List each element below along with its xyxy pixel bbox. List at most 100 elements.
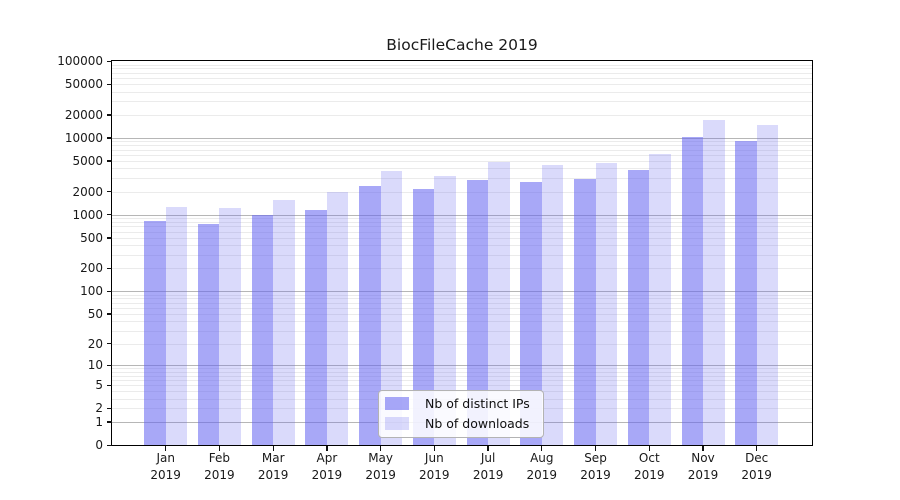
gridline-minor	[112, 237, 812, 239]
x-tick-mark	[702, 446, 704, 451]
gridline-minor	[112, 321, 812, 323]
y-tick-mark	[107, 290, 112, 292]
y-tick-mark	[107, 444, 112, 446]
x-tick-label-dec: Dec 2019	[741, 451, 772, 482]
x-tick-label-jan: Jan 2019	[150, 451, 181, 482]
bar-ips-oct	[627, 170, 650, 445]
legend-item-distinct-ips: Nb of distinct IPs	[385, 396, 530, 411]
bar-ips-nov	[681, 136, 703, 445]
legend-swatch-ips-icon	[385, 397, 409, 410]
y-tick-label: 100	[80, 284, 103, 299]
y-tick-mark	[107, 214, 112, 216]
y-tick-label: 10000	[64, 130, 103, 145]
y-tick-mark	[107, 114, 112, 116]
y-tick-label: 50	[87, 306, 103, 321]
gridline-minor	[112, 68, 812, 70]
bar-ips-dec	[735, 141, 757, 445]
y-tick-mark	[107, 137, 112, 139]
gridline-minor	[112, 385, 812, 387]
gridline-major	[112, 214, 812, 216]
gridline-minor	[112, 149, 812, 151]
x-tick-mark	[541, 446, 543, 451]
bar-ips-jan	[144, 221, 166, 445]
y-tick-label: 2000	[72, 184, 103, 199]
x-tick-mark	[648, 446, 650, 451]
legend-label-ips: Nb of distinct IPs	[425, 396, 530, 411]
legend-label-downloads: Nb of downloads	[425, 416, 530, 431]
y-tick-mark	[107, 60, 112, 62]
gridline-minor	[112, 168, 812, 170]
y-tick-label: 20000	[64, 107, 103, 122]
gridline-minor	[112, 298, 812, 300]
y-tick-label: 20	[87, 336, 103, 351]
gridline-minor	[112, 245, 812, 247]
y-tick-label: 200	[80, 261, 103, 276]
y-tick-mark	[107, 83, 112, 85]
x-tick-label-jun: Jun 2019	[419, 451, 450, 482]
x-tick-label-may: May 2019	[365, 451, 396, 482]
x-tick-mark	[218, 446, 221, 451]
bar-ips-aug	[520, 182, 542, 445]
gridline-minor	[112, 91, 812, 93]
gridline-minor	[112, 114, 812, 116]
gridline-minor	[112, 380, 812, 382]
bar-downloads-oct	[649, 154, 671, 445]
gridline-minor	[112, 307, 812, 309]
gridline-minor	[112, 254, 812, 256]
bar-downloads-aug	[541, 164, 564, 445]
bar-downloads-nov	[703, 120, 725, 445]
gridline-minor	[112, 191, 812, 193]
gridline-minor	[112, 141, 812, 143]
y-tick-mark	[107, 267, 112, 269]
y-tick-mark	[107, 313, 112, 315]
legend-swatch-downloads-icon	[385, 417, 409, 430]
bar-downloads-jan	[165, 207, 188, 445]
y-tick-label: 50000	[64, 77, 103, 92]
bar-ips-feb	[197, 224, 220, 445]
gridline-major	[112, 291, 812, 293]
y-tick-label: 10	[87, 358, 103, 372]
gridline-minor	[112, 101, 812, 103]
x-tick-mark	[433, 446, 435, 451]
x-tick-label-apr: Apr 2019	[311, 451, 343, 482]
bar-ips-jun	[412, 189, 435, 445]
gridline-minor	[112, 268, 812, 270]
x-tick-mark	[756, 446, 758, 451]
gridline-minor	[112, 218, 812, 220]
gridline-minor	[112, 313, 812, 315]
bar-downloads-feb	[219, 208, 241, 445]
bar-ips-may	[359, 186, 381, 445]
gridline-minor	[112, 294, 812, 296]
gridline-minor	[112, 78, 812, 79]
legend-item-downloads: Nb of downloads	[385, 416, 530, 431]
gridline-minor	[112, 154, 812, 156]
y-tick-label: 5000	[72, 153, 103, 168]
bar-downloads-mar	[273, 199, 295, 445]
bar-ips-mar	[251, 215, 274, 445]
gridline-minor	[112, 64, 812, 66]
y-tick-label: 5	[95, 378, 103, 393]
chart-title: BiocFileCache 2019	[386, 36, 538, 54]
x-tick-mark	[487, 446, 489, 451]
x-tick-label-nov: Nov 2019	[687, 451, 719, 482]
gridline-minor	[112, 302, 812, 304]
gridline-minor	[112, 84, 812, 86]
gridline-minor	[112, 145, 812, 147]
x-tick-mark	[272, 446, 274, 451]
gridline-minor	[112, 343, 812, 345]
y-tick-mark	[107, 191, 112, 193]
x-tick-mark	[379, 446, 382, 451]
y-tick-label: 500	[80, 230, 103, 245]
gridline-minor	[112, 222, 812, 223]
gridline-major	[112, 137, 812, 139]
bar-downloads-jun	[434, 176, 456, 445]
x-tick-label-sep: Sep 2019	[580, 451, 611, 482]
bar-downloads-jul	[488, 161, 510, 445]
gridline-minor	[112, 177, 812, 179]
gridline-minor	[112, 375, 812, 377]
gridline-minor	[112, 231, 812, 233]
x-tick-label-aug: Aug 2019	[526, 451, 558, 482]
bar-ips-sep	[574, 178, 596, 445]
y-tick-label: 100000	[57, 54, 103, 68]
